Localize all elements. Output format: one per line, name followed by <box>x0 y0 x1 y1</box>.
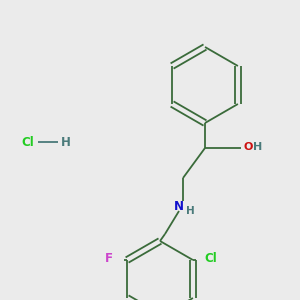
Text: Cl: Cl <box>22 136 34 148</box>
Text: Cl: Cl <box>205 253 217 266</box>
Text: N: N <box>174 200 184 212</box>
Text: F: F <box>105 253 113 266</box>
Text: H: H <box>186 206 194 216</box>
Text: O: O <box>244 142 254 152</box>
Text: H: H <box>253 142 262 152</box>
Text: H: H <box>61 136 71 148</box>
